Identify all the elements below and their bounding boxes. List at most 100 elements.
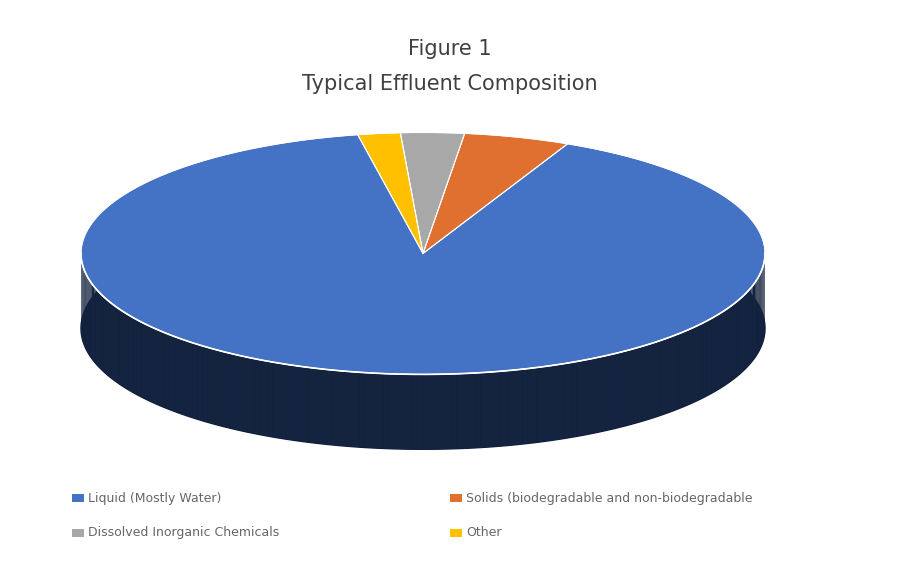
Polygon shape [251, 358, 256, 434]
Polygon shape [715, 316, 716, 392]
Polygon shape [541, 366, 545, 442]
Polygon shape [724, 309, 726, 386]
Polygon shape [379, 373, 383, 449]
Polygon shape [369, 373, 374, 448]
Polygon shape [99, 291, 100, 368]
Polygon shape [437, 374, 442, 449]
Polygon shape [172, 336, 176, 412]
Polygon shape [490, 372, 495, 447]
Polygon shape [400, 132, 464, 253]
Polygon shape [701, 323, 704, 399]
FancyBboxPatch shape [72, 494, 84, 502]
Polygon shape [423, 134, 568, 253]
Polygon shape [243, 357, 248, 432]
Text: Typical Effluent Composition: Typical Effluent Composition [302, 74, 598, 93]
Polygon shape [193, 343, 196, 419]
Polygon shape [461, 373, 466, 449]
Polygon shape [120, 309, 122, 385]
Polygon shape [126, 313, 129, 390]
Polygon shape [495, 372, 500, 446]
Polygon shape [322, 369, 327, 445]
Polygon shape [291, 365, 295, 441]
Polygon shape [282, 363, 286, 439]
Polygon shape [741, 297, 742, 373]
Polygon shape [731, 305, 733, 381]
Polygon shape [733, 303, 734, 380]
Polygon shape [663, 339, 666, 415]
Polygon shape [122, 310, 124, 387]
Polygon shape [734, 302, 736, 378]
Polygon shape [81, 135, 765, 374]
Polygon shape [124, 312, 126, 388]
Polygon shape [260, 360, 264, 435]
Polygon shape [95, 289, 97, 365]
Polygon shape [93, 285, 94, 362]
Polygon shape [728, 306, 731, 383]
Polygon shape [638, 347, 642, 422]
Polygon shape [309, 367, 313, 443]
Polygon shape [747, 290, 749, 367]
Polygon shape [642, 346, 645, 422]
Polygon shape [618, 352, 622, 427]
Polygon shape [295, 366, 300, 441]
Polygon shape [709, 319, 712, 395]
Polygon shape [739, 298, 741, 375]
Polygon shape [88, 278, 89, 355]
Polygon shape [313, 368, 318, 444]
Polygon shape [89, 280, 91, 357]
Polygon shape [408, 374, 413, 449]
Polygon shape [230, 354, 235, 429]
Polygon shape [602, 355, 607, 431]
Polygon shape [166, 333, 169, 409]
Polygon shape [357, 132, 423, 253]
Polygon shape [745, 292, 747, 369]
Polygon shape [248, 357, 251, 433]
Polygon shape [350, 372, 355, 447]
Polygon shape [590, 358, 594, 434]
Polygon shape [176, 337, 179, 413]
Polygon shape [712, 317, 715, 393]
Polygon shape [442, 374, 446, 449]
Polygon shape [277, 363, 282, 438]
Polygon shape [475, 373, 481, 448]
Polygon shape [742, 295, 743, 372]
Polygon shape [752, 284, 754, 361]
Polygon shape [749, 289, 750, 365]
Polygon shape [212, 348, 215, 425]
Polygon shape [532, 367, 536, 443]
Polygon shape [374, 373, 379, 448]
Polygon shape [81, 207, 765, 449]
FancyBboxPatch shape [72, 529, 84, 537]
Polygon shape [153, 328, 157, 404]
Polygon shape [235, 354, 238, 430]
Polygon shape [466, 373, 471, 448]
Polygon shape [355, 372, 360, 447]
Polygon shape [92, 283, 93, 360]
Polygon shape [112, 305, 115, 381]
Polygon shape [634, 347, 638, 423]
Polygon shape [117, 308, 120, 384]
Text: Solids (biodegradable and non-biodegradable: Solids (biodegradable and non-biodegrada… [466, 492, 753, 505]
Polygon shape [683, 331, 686, 407]
Polygon shape [219, 351, 223, 426]
Polygon shape [545, 366, 550, 441]
Polygon shape [670, 336, 673, 412]
Polygon shape [626, 350, 630, 426]
Polygon shape [207, 347, 211, 423]
Polygon shape [137, 320, 139, 396]
Polygon shape [150, 327, 153, 403]
Polygon shape [689, 328, 692, 404]
Polygon shape [102, 295, 104, 372]
Polygon shape [680, 332, 683, 408]
Polygon shape [189, 342, 193, 418]
Polygon shape [692, 327, 695, 403]
Polygon shape [393, 374, 398, 449]
Polygon shape [115, 306, 117, 382]
Polygon shape [754, 282, 755, 359]
Polygon shape [109, 301, 111, 378]
Polygon shape [686, 329, 689, 406]
Polygon shape [203, 346, 207, 422]
Polygon shape [129, 315, 131, 392]
Polygon shape [169, 334, 172, 411]
Polygon shape [554, 365, 559, 440]
